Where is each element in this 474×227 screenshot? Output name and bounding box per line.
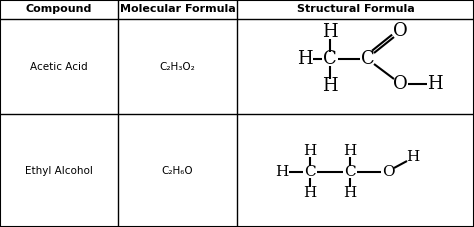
Text: O: O	[382, 165, 394, 179]
Text: Molecular Formula: Molecular Formula	[119, 5, 236, 15]
Text: H: H	[343, 144, 356, 158]
Text: H: H	[343, 186, 356, 200]
Text: O: O	[392, 22, 407, 40]
Text: C₂H₃O₂: C₂H₃O₂	[160, 62, 195, 72]
Text: H: H	[275, 165, 289, 179]
Text: Compound: Compound	[26, 5, 92, 15]
Text: C₂H₆O: C₂H₆O	[162, 165, 193, 175]
Text: H: H	[303, 186, 317, 200]
Text: H: H	[427, 75, 443, 93]
Text: C: C	[361, 50, 375, 68]
Text: Structural Formula: Structural Formula	[297, 5, 414, 15]
Text: C: C	[323, 50, 337, 68]
Text: H: H	[303, 144, 317, 158]
Text: H: H	[322, 77, 338, 95]
Text: O: O	[392, 75, 407, 93]
Text: Acetic Acid: Acetic Acid	[30, 62, 88, 72]
Text: H: H	[322, 23, 338, 41]
Text: H: H	[297, 50, 313, 68]
Text: C: C	[304, 165, 316, 179]
Text: H: H	[406, 150, 419, 164]
Text: Ethyl Alcohol: Ethyl Alcohol	[25, 165, 93, 175]
Text: C: C	[344, 165, 356, 179]
